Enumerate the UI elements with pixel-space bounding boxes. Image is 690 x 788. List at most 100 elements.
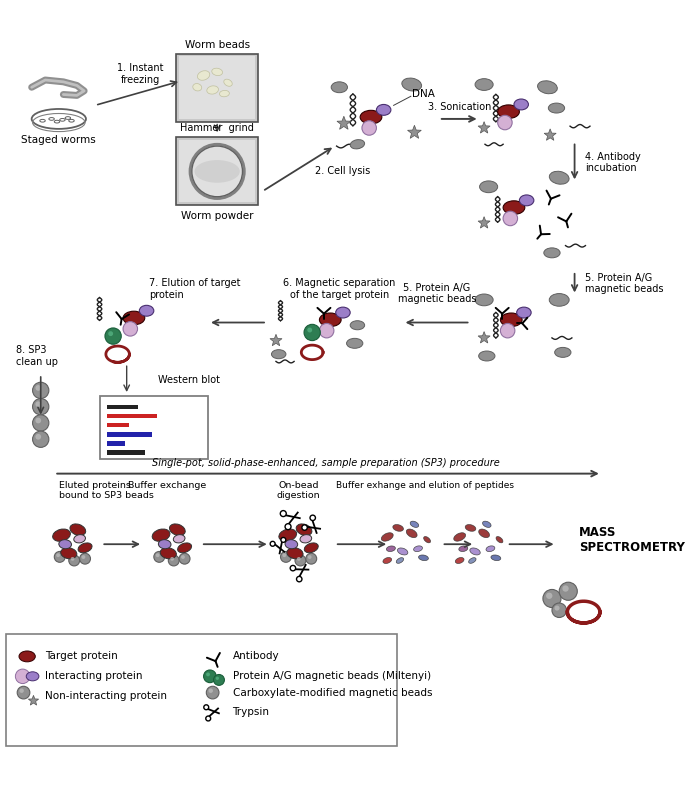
FancyBboxPatch shape [6, 634, 397, 746]
Circle shape [503, 211, 518, 225]
Ellipse shape [382, 533, 393, 541]
Ellipse shape [383, 557, 392, 563]
Ellipse shape [300, 534, 312, 543]
Text: 5. Protein A/G
magnetic beads: 5. Protein A/G magnetic beads [398, 283, 476, 304]
Ellipse shape [123, 311, 145, 325]
Ellipse shape [152, 529, 170, 541]
Ellipse shape [197, 71, 210, 80]
Ellipse shape [455, 557, 464, 563]
Ellipse shape [195, 160, 240, 183]
Circle shape [19, 689, 24, 693]
FancyBboxPatch shape [107, 432, 152, 437]
Circle shape [168, 555, 179, 566]
Ellipse shape [479, 529, 489, 537]
Circle shape [32, 431, 49, 448]
Ellipse shape [377, 105, 391, 115]
Circle shape [319, 323, 334, 338]
Ellipse shape [386, 546, 395, 552]
Circle shape [35, 434, 41, 440]
Circle shape [208, 689, 213, 693]
Ellipse shape [413, 546, 422, 552]
Circle shape [552, 603, 566, 618]
Circle shape [35, 418, 41, 423]
Ellipse shape [351, 139, 364, 149]
Text: Non-interacting protein: Non-interacting protein [46, 691, 167, 701]
Ellipse shape [170, 524, 185, 536]
Ellipse shape [296, 524, 312, 536]
Ellipse shape [410, 521, 419, 527]
Polygon shape [544, 129, 556, 140]
Circle shape [543, 589, 561, 608]
Circle shape [206, 686, 219, 699]
Circle shape [181, 556, 185, 559]
Circle shape [32, 382, 49, 399]
Polygon shape [28, 695, 39, 705]
Text: MASS
SPECTROMETRY: MASS SPECTROMETRY [579, 526, 685, 554]
Circle shape [17, 686, 30, 699]
Ellipse shape [287, 548, 303, 559]
Ellipse shape [406, 529, 417, 537]
Circle shape [500, 323, 515, 338]
Circle shape [154, 552, 165, 563]
Circle shape [280, 511, 286, 517]
Ellipse shape [549, 294, 569, 307]
Ellipse shape [491, 555, 501, 560]
Ellipse shape [469, 558, 476, 563]
Circle shape [302, 525, 307, 530]
Circle shape [562, 585, 569, 592]
Ellipse shape [419, 555, 428, 560]
Ellipse shape [424, 537, 431, 543]
Text: 4. Antibody
incubation: 4. Antibody incubation [585, 151, 641, 173]
Ellipse shape [544, 248, 560, 258]
Text: DNA: DNA [412, 88, 435, 98]
Polygon shape [478, 217, 490, 228]
Circle shape [216, 677, 219, 680]
FancyBboxPatch shape [107, 423, 130, 427]
Circle shape [290, 566, 295, 571]
Text: On-bead
digestion: On-bead digestion [277, 481, 320, 500]
Ellipse shape [78, 543, 92, 552]
FancyBboxPatch shape [99, 396, 208, 459]
Ellipse shape [351, 321, 364, 329]
Ellipse shape [26, 672, 39, 681]
Ellipse shape [319, 313, 341, 326]
FancyBboxPatch shape [107, 405, 139, 410]
Ellipse shape [475, 294, 493, 306]
Ellipse shape [538, 81, 558, 94]
Text: Protein A/G magnetic beads (Miltenyi): Protein A/G magnetic beads (Miltenyi) [233, 671, 431, 682]
Polygon shape [408, 125, 422, 139]
Ellipse shape [454, 533, 466, 541]
FancyBboxPatch shape [107, 450, 145, 455]
Ellipse shape [139, 305, 154, 316]
Ellipse shape [465, 525, 476, 531]
Text: Carboxylate-modified magnetic beads: Carboxylate-modified magnetic beads [233, 688, 432, 697]
Circle shape [555, 605, 560, 611]
Circle shape [81, 556, 86, 559]
Ellipse shape [475, 79, 493, 91]
Ellipse shape [503, 201, 525, 214]
Polygon shape [478, 332, 490, 343]
Ellipse shape [393, 525, 404, 531]
Ellipse shape [514, 99, 529, 110]
Circle shape [105, 328, 121, 344]
Text: Hammer  grind: Hammer grind [180, 123, 254, 133]
Ellipse shape [496, 537, 503, 543]
Circle shape [55, 552, 65, 563]
Circle shape [497, 115, 512, 130]
Circle shape [15, 669, 30, 683]
Text: Buffer exhange and elution of peptides: Buffer exhange and elution of peptides [336, 481, 514, 490]
Circle shape [32, 399, 49, 414]
Circle shape [70, 557, 75, 561]
Circle shape [297, 557, 301, 561]
Ellipse shape [159, 540, 171, 548]
Ellipse shape [497, 105, 520, 118]
FancyBboxPatch shape [177, 54, 258, 121]
Ellipse shape [555, 348, 571, 357]
Ellipse shape [70, 524, 86, 536]
Circle shape [281, 537, 286, 542]
Ellipse shape [304, 543, 318, 552]
Circle shape [213, 675, 224, 686]
FancyBboxPatch shape [107, 441, 125, 445]
Circle shape [206, 672, 210, 676]
Ellipse shape [19, 651, 35, 662]
